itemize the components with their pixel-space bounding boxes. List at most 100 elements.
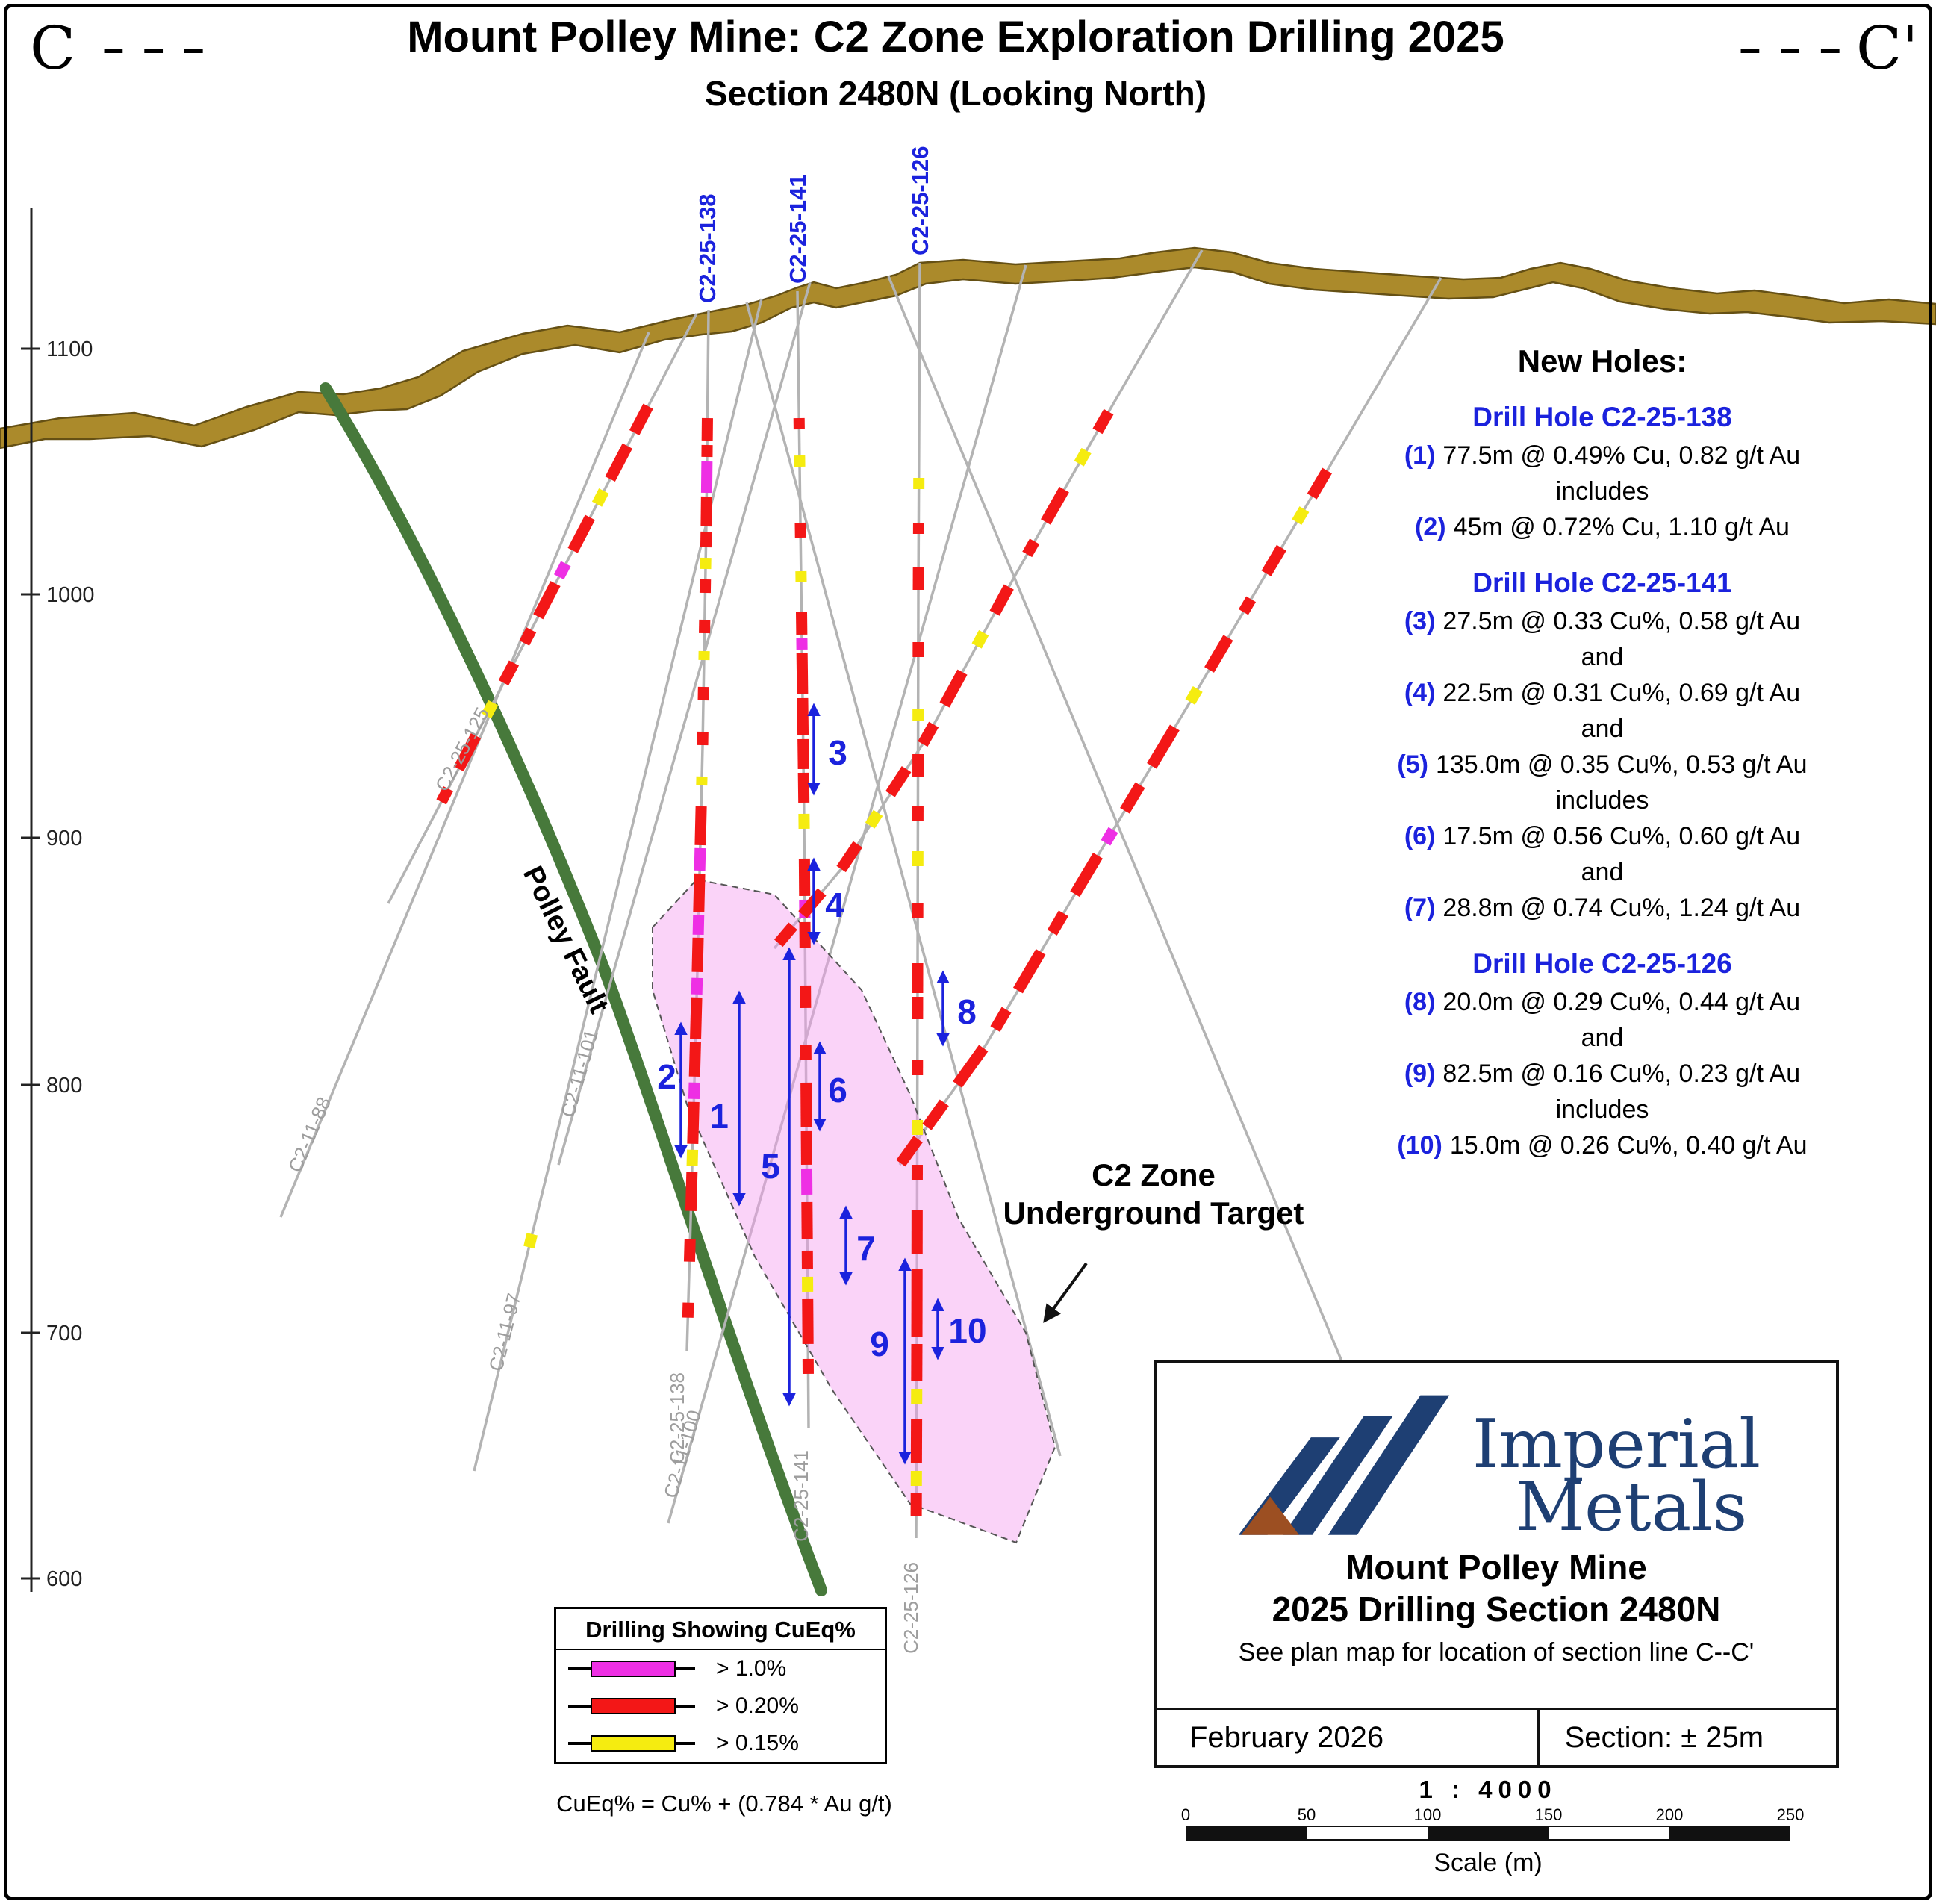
interval-text: 27.5m @ 0.33 Cu%, 0.58 g/t Au xyxy=(1442,607,1801,635)
logo-triangle-icon xyxy=(1241,1496,1299,1535)
interval-marker-number: 10 xyxy=(948,1311,986,1350)
page-subtitle: Section 2480N (Looking North) xyxy=(704,74,1207,113)
assay-interval-bar xyxy=(686,1149,699,1166)
c2-zone-target-polygon xyxy=(652,878,1056,1544)
scale-bar-segment xyxy=(1307,1827,1428,1839)
assay-interval-bar xyxy=(1070,853,1103,897)
assay-interval-bar xyxy=(896,1136,923,1167)
title-block-note: See plan map for location of section lin… xyxy=(1238,1638,1755,1667)
interval-text: 77.5m @ 0.49% Cu, 0.82 g/t Au xyxy=(1442,441,1801,470)
scale-tick-label: 150 xyxy=(1534,1805,1563,1824)
interval-marker-number: 4 xyxy=(825,886,844,924)
assay-interval-bar xyxy=(591,488,609,507)
drill-trace-C2-11-97 xyxy=(473,298,763,1472)
drill-trace-C2-11-88 xyxy=(279,332,650,1218)
legend-box: Drilling Showing CuEq% > 1.0% > 0.20% > 0.… xyxy=(554,1607,887,1764)
assay-interval-bar xyxy=(605,443,632,482)
legend-label: > 0.20% xyxy=(716,1693,799,1718)
assay-interval-bar xyxy=(690,997,703,1040)
legend-label: > 0.15% xyxy=(716,1731,799,1755)
scale-ratio: 1 : 4000 xyxy=(1419,1776,1557,1803)
assay-interval-bar xyxy=(687,1101,700,1144)
assay-interval-bar xyxy=(436,785,454,805)
assay-interval-bar xyxy=(1092,408,1114,435)
legend-row: > 1.0% xyxy=(556,1650,885,1687)
interval-text: 45m @ 0.72% Cu, 1.10 g/t Au xyxy=(1453,513,1790,541)
assay-interval-bar xyxy=(1307,467,1332,500)
elevation-label: 1000 xyxy=(46,583,95,607)
interval-marker-number: 9 xyxy=(870,1325,889,1363)
polley-fault xyxy=(320,382,827,1596)
drill-hole-label: C2-25-141 xyxy=(790,1450,812,1542)
scale-tick-label: 100 xyxy=(1413,1805,1442,1824)
interval-number: (3) xyxy=(1404,607,1436,635)
interval-marker-number: 7 xyxy=(856,1229,876,1268)
elevation-label: 700 xyxy=(46,1322,82,1345)
assay-interval-bar xyxy=(533,581,561,620)
panel-connector: includes xyxy=(1555,1095,1649,1124)
assay-interval-bar xyxy=(774,922,797,948)
assay-interval-bar xyxy=(692,915,705,936)
assay-interval-bar xyxy=(1292,506,1310,526)
legend-row: > 0.15% xyxy=(556,1725,885,1762)
elevation-label: 900 xyxy=(46,827,82,850)
scale-tick-label: 0 xyxy=(1180,1805,1191,1824)
panel-interval-line: (2) 45m @ 0.72% Cu, 1.10 g/t Au xyxy=(1344,509,1861,545)
c2-zone-target-label: C2 Zone Underground Target xyxy=(959,1156,1348,1232)
assay-interval-bar xyxy=(694,806,707,846)
panel-interval-line: (10) 15.0m @ 0.26 Cu%, 0.40 g/t Au xyxy=(1344,1127,1861,1163)
panel-connector: includes xyxy=(1555,786,1649,815)
scale-units-label: Scale (m) xyxy=(1434,1849,1543,1877)
drill-hole-label: C2-11-97 xyxy=(485,1291,526,1374)
assay-interval-bar xyxy=(523,1233,538,1249)
interval-number: (7) xyxy=(1404,894,1436,922)
panel-connector: and xyxy=(1581,1024,1624,1052)
drill-hole-label: C2-11-88 xyxy=(284,1094,335,1176)
scale-bar-segment xyxy=(1187,1827,1308,1839)
assay-interval-bar xyxy=(553,561,571,580)
assay-interval-bar xyxy=(1261,544,1286,576)
drill-hole-label: C2-11-101 xyxy=(556,1027,603,1120)
assay-interval-bar xyxy=(453,732,482,772)
title-block-date: February 2026 xyxy=(1189,1720,1384,1754)
elevation-label: 1100 xyxy=(46,337,93,361)
new-holes-panel: New Holes: Drill Hole C2-25-138 (1) 77.5m … xyxy=(1344,343,1861,1163)
assay-interval-bar xyxy=(1022,538,1040,558)
assay-interval-bar xyxy=(567,514,595,553)
panel-connector: includes xyxy=(1555,477,1649,505)
interval-text: 15.0m @ 0.26 Cu%, 0.40 g/t Au xyxy=(1449,1131,1808,1160)
panel-interval-line: (5) 135.0m @ 0.35 Cu%, 0.53 g/t Au xyxy=(1344,747,1861,783)
assay-interval-bar xyxy=(1041,486,1069,525)
drill-hole-label: C2-25-138 xyxy=(666,1372,688,1464)
interval-marker-number: 5 xyxy=(761,1147,780,1186)
legend-title: Drilling Showing CuEq% xyxy=(556,1609,885,1650)
title-block-section: 2025 Drilling Section 2480N xyxy=(1272,1590,1721,1628)
scale-bar-graphic: 0 50 100 150 200 250 xyxy=(1181,1805,1804,1841)
section-dashes-left: – – – xyxy=(103,28,209,69)
legend-swatch xyxy=(568,1735,695,1752)
assay-interval-bar xyxy=(1120,782,1145,814)
interval-text: 22.5m @ 0.31 Cu%, 0.69 g/t Au xyxy=(1442,679,1801,707)
assay-interval-bar xyxy=(498,660,520,685)
assay-interval-bar xyxy=(1047,910,1068,936)
interval-number: (10) xyxy=(1397,1131,1442,1160)
assay-interval-bar xyxy=(683,1239,696,1262)
title-block-section-tolerance: Section: ± 25m xyxy=(1537,1710,1836,1765)
assay-interval-bar xyxy=(953,1045,989,1088)
assay-interval-bar xyxy=(885,765,912,797)
assay-interval-bar xyxy=(1204,635,1233,673)
drill-hole-label: C2-25-141 xyxy=(785,175,811,284)
assay-interval-bar xyxy=(797,738,809,770)
imperial-metals-wordmark: Imperial Metals xyxy=(1472,1411,1761,1547)
assay-interval-bar xyxy=(693,873,706,913)
logo-stripe-3 xyxy=(1328,1395,1450,1535)
scale-tick-label: 50 xyxy=(1297,1805,1316,1824)
interval-marker-number: 2 xyxy=(657,1057,676,1096)
wordmark-metals: Metals xyxy=(1515,1468,1748,1547)
new-holes-title: New Holes: xyxy=(1517,343,1687,379)
interval-number: (8) xyxy=(1404,988,1436,1016)
cueq-formula: CuEq% = Cu% + (0.784 * Au g/t) xyxy=(556,1791,892,1817)
terrain-surface xyxy=(0,246,1936,449)
interval-marker-number: 8 xyxy=(957,992,977,1031)
